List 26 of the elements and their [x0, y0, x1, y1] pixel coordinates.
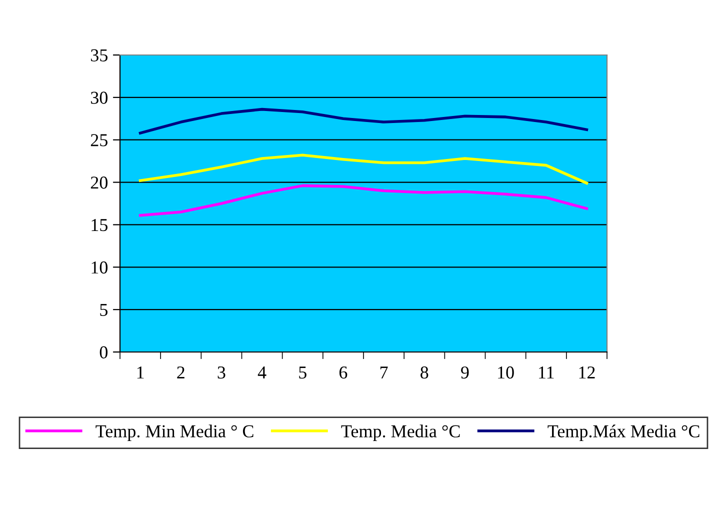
y-tick-label: 35 — [91, 49, 108, 62]
x-tick-label: 1 — [137, 366, 144, 378]
legend-label: Temp. Min Media ° C — [96, 424, 254, 442]
x-tick-label: 2 — [177, 366, 184, 378]
y-tick-label: 10 — [92, 261, 108, 274]
y-tick-label: 20 — [90, 176, 108, 189]
line-series — [138, 108, 588, 134]
line-series — [138, 184, 588, 217]
y-tick-label: 0 — [100, 346, 108, 358]
y-tick-label: 15 — [92, 219, 108, 232]
x-tick-label: 11 — [539, 366, 554, 378]
x-tick-label: 3 — [218, 366, 226, 379]
x-tick-label: 6 — [339, 366, 348, 379]
line-series — [138, 154, 588, 185]
x-tick-label: 9 — [461, 366, 469, 379]
y-tick-label: 5 — [100, 304, 108, 316]
y-tick-label: 30 — [91, 92, 108, 104]
x-tick-label: 12 — [579, 366, 595, 378]
y-tick-label: 25 — [90, 134, 108, 146]
x-tick-label: 8 — [420, 366, 428, 379]
x-tick-label: 4 — [258, 366, 266, 378]
x-tick-label: 7 — [380, 366, 388, 378]
legend-label: Temp. Media °C — [341, 424, 460, 442]
x-tick-label: 5 — [299, 366, 306, 379]
legend-label: Temp.Máx Media °C — [548, 424, 700, 442]
x-tick-label: 10 — [498, 366, 514, 379]
